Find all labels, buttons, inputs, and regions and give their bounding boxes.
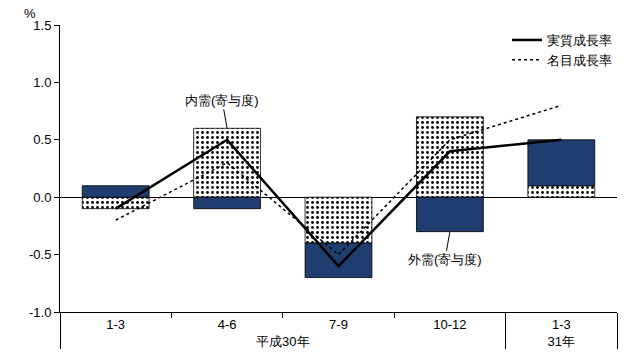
svg-text:実質成長率: 実質成長率: [547, 33, 612, 48]
svg-text:1-3: 1-3: [552, 317, 571, 332]
svg-text:外需(寄与度): 外需(寄与度): [408, 252, 482, 267]
svg-text:7-9: 7-9: [329, 317, 348, 332]
svg-text:-1.0: -1.0: [29, 305, 51, 320]
svg-text:1.5: 1.5: [33, 18, 51, 33]
svg-text:%: %: [24, 6, 36, 21]
svg-text:名目成長率: 名目成長率: [547, 53, 612, 68]
svg-text:4-6: 4-6: [218, 317, 237, 332]
svg-text:内需(寄与度): 内需(寄与度): [185, 93, 259, 108]
svg-text:1-3: 1-3: [106, 317, 125, 332]
svg-text:0.0: 0.0: [33, 190, 51, 205]
svg-text:10-12: 10-12: [433, 317, 466, 332]
svg-text:1.0: 1.0: [33, 75, 51, 90]
svg-text:-0.5: -0.5: [29, 247, 51, 262]
svg-text:平成30年: 平成30年: [256, 334, 309, 349]
svg-text:0.5: 0.5: [33, 132, 51, 147]
svg-text:31年: 31年: [548, 334, 575, 349]
